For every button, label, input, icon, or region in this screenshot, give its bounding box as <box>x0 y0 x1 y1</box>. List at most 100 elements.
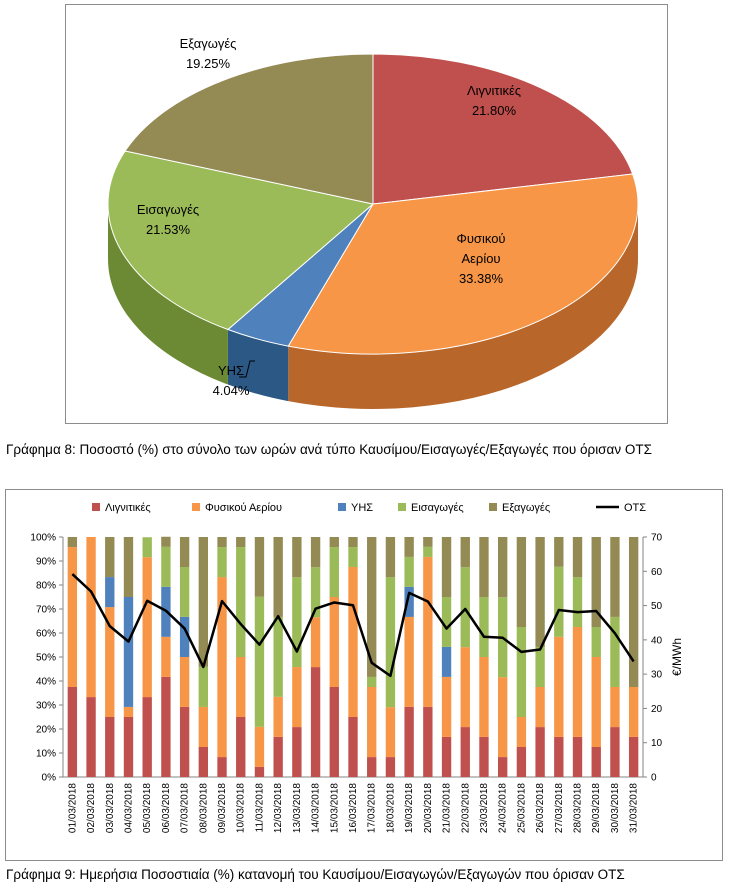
y-tick-label: 70% <box>36 605 56 616</box>
bar-segment-natural-gas <box>385 707 396 758</box>
bar-segment-natural-gas <box>105 607 115 717</box>
pie-label-value: 21.53% <box>146 222 191 237</box>
bar-segment-lignite <box>236 717 246 777</box>
x-tick-label: 06/03/2018 <box>161 783 172 833</box>
x-tick-label: 08/03/2018 <box>198 783 209 833</box>
bar-segment-lignite <box>348 717 358 777</box>
bar-segment-lignite <box>292 727 302 777</box>
pie-slice-imports <box>107 150 375 331</box>
bar-segment-exports <box>628 537 639 687</box>
x-tick-label: 17/03/2018 <box>367 783 378 833</box>
pie-labels: Λιγνιτικές 21.80% Φυσικού Αερίου 33.38% ΥΗΣ 4.… <box>137 36 521 398</box>
x-tick-label: 18/03/2018 <box>385 783 396 833</box>
bar-segment-lignite <box>217 757 227 777</box>
bar-segment-natural-gas <box>67 547 78 687</box>
bar-segment-lignite <box>591 747 601 777</box>
bar-segment-exports <box>498 537 508 598</box>
hydro-leader-line <box>239 360 255 378</box>
bar-segment-lignite <box>479 736 489 777</box>
pie-label-imports: Εισαγωγές 21.53% <box>137 202 199 237</box>
x-tick-label: 16/03/2018 <box>348 783 359 833</box>
pie-label-hydro: ΥΗΣ 4.04% <box>213 363 250 398</box>
bar-segment-natural-gas <box>310 617 321 668</box>
bar-segment-lignite <box>329 687 339 777</box>
bar-segment-lignite <box>179 706 190 777</box>
x-tick-label: 22/03/2018 <box>460 783 471 833</box>
bar-segment-imports <box>591 627 601 657</box>
bar-segment-hydro <box>123 597 134 707</box>
pie-slice-exports <box>124 53 374 205</box>
pie-chart: Λιγνιτικές 21.80% Φυσικού Αερίου 33.38% ΥΗΣ 4.… <box>107 36 639 409</box>
bar-segment-exports <box>198 537 208 667</box>
bar-segment-natural-gas <box>348 567 358 717</box>
pie-top <box>107 53 639 355</box>
pie-side-hydro <box>227 329 289 402</box>
bar-segment-lignite <box>498 757 508 777</box>
legend-swatch <box>92 503 100 511</box>
bar-segment-exports <box>385 537 396 578</box>
bar-segment-natural-gas <box>161 636 171 677</box>
bar-segment-lignite <box>441 736 452 777</box>
x-tick-label: 14/03/2018 <box>311 783 322 833</box>
y2-tick-label: 20 <box>651 704 663 715</box>
bar-segment-imports <box>367 676 377 687</box>
y-tick-label: 50% <box>36 653 56 664</box>
y-tick-label: 30% <box>36 701 56 712</box>
bar-segment-exports <box>554 537 564 567</box>
bar-segment-exports <box>161 536 171 547</box>
legend-label: Εισαγωγές <box>411 502 464 514</box>
bar-segment-lignite <box>123 717 134 777</box>
pie-label-name: Εξαγωγές <box>180 36 237 51</box>
y-tick-label: 60% <box>36 629 56 640</box>
pie-label-name: Εισαγωγές <box>137 202 199 217</box>
bar-segment-exports <box>423 537 433 547</box>
pie-label-exports: Εξαγωγές 19.25% <box>180 36 237 71</box>
y-tick-label: 10% <box>36 749 56 760</box>
x-tick-label: 20/03/2018 <box>423 783 434 833</box>
bar-segment-imports <box>348 547 358 567</box>
bar-segment-natural-gas <box>441 676 452 737</box>
bar-segment-imports <box>198 666 208 707</box>
x-tick-label: 25/03/2018 <box>516 783 527 833</box>
pie-label-value: 21.80% <box>472 103 517 118</box>
bar-chart-panel: Λιγνιτικές Φυσικού Αερίου ΥΗΣ Εισαγωγές Εξαγ… <box>5 489 723 861</box>
bar-segment-imports <box>610 616 620 687</box>
legend-label: Λιγνιτικές <box>105 502 151 514</box>
x-tick-label: 04/03/2018 <box>123 783 134 833</box>
y-tick-label: 0% <box>42 773 57 784</box>
bar-segment-natural-gas <box>498 677 508 758</box>
bar-segment-exports <box>254 537 265 597</box>
bar-segment-imports <box>179 567 190 617</box>
bar-segment-lignite <box>535 727 545 777</box>
bar-segment-imports <box>329 547 339 597</box>
x-tick-label: 05/03/2018 <box>142 783 153 833</box>
y-tick-label: 100% <box>30 533 56 544</box>
legend-label: Εξαγωγές <box>502 502 550 514</box>
bar-segment-lignite <box>310 667 321 777</box>
x-tick-label: 29/03/2018 <box>591 783 602 833</box>
bar-segment-lignite <box>86 697 96 777</box>
stacked-bar-chart: Λιγνιτικές Φυσικού Αερίου ΥΗΣ Εισαγωγές Εξαγ… <box>30 502 684 833</box>
bar-segment-imports <box>292 577 302 668</box>
y2-tick-label: 60 <box>651 567 663 578</box>
bar-segment-imports <box>161 546 171 587</box>
bar-segment-imports <box>516 627 527 717</box>
y-tick-label: 40% <box>36 677 56 688</box>
bar-segment-natural-gas <box>142 557 152 698</box>
legend-swatch <box>489 503 497 511</box>
bar-segment-imports <box>273 616 283 697</box>
bar-segment-imports <box>254 596 265 727</box>
legend-label: ΟΤΣ <box>624 502 646 514</box>
bar-segment-natural-gas <box>179 657 190 707</box>
x-tick-label: 01/03/2018 <box>67 783 78 833</box>
bar-segment-lignite <box>198 747 208 777</box>
bar-segment-lignite <box>367 757 377 777</box>
smp-line <box>71 573 635 678</box>
x-tick-label: 30/03/2018 <box>610 783 621 833</box>
bar-segment-natural-gas <box>236 657 246 717</box>
pie-side-imports <box>108 204 228 385</box>
bar-segment-exports <box>179 537 190 567</box>
bar-segment-lignite <box>254 766 265 777</box>
bar-segment-natural-gas <box>628 687 639 737</box>
legend-swatch <box>192 503 200 511</box>
